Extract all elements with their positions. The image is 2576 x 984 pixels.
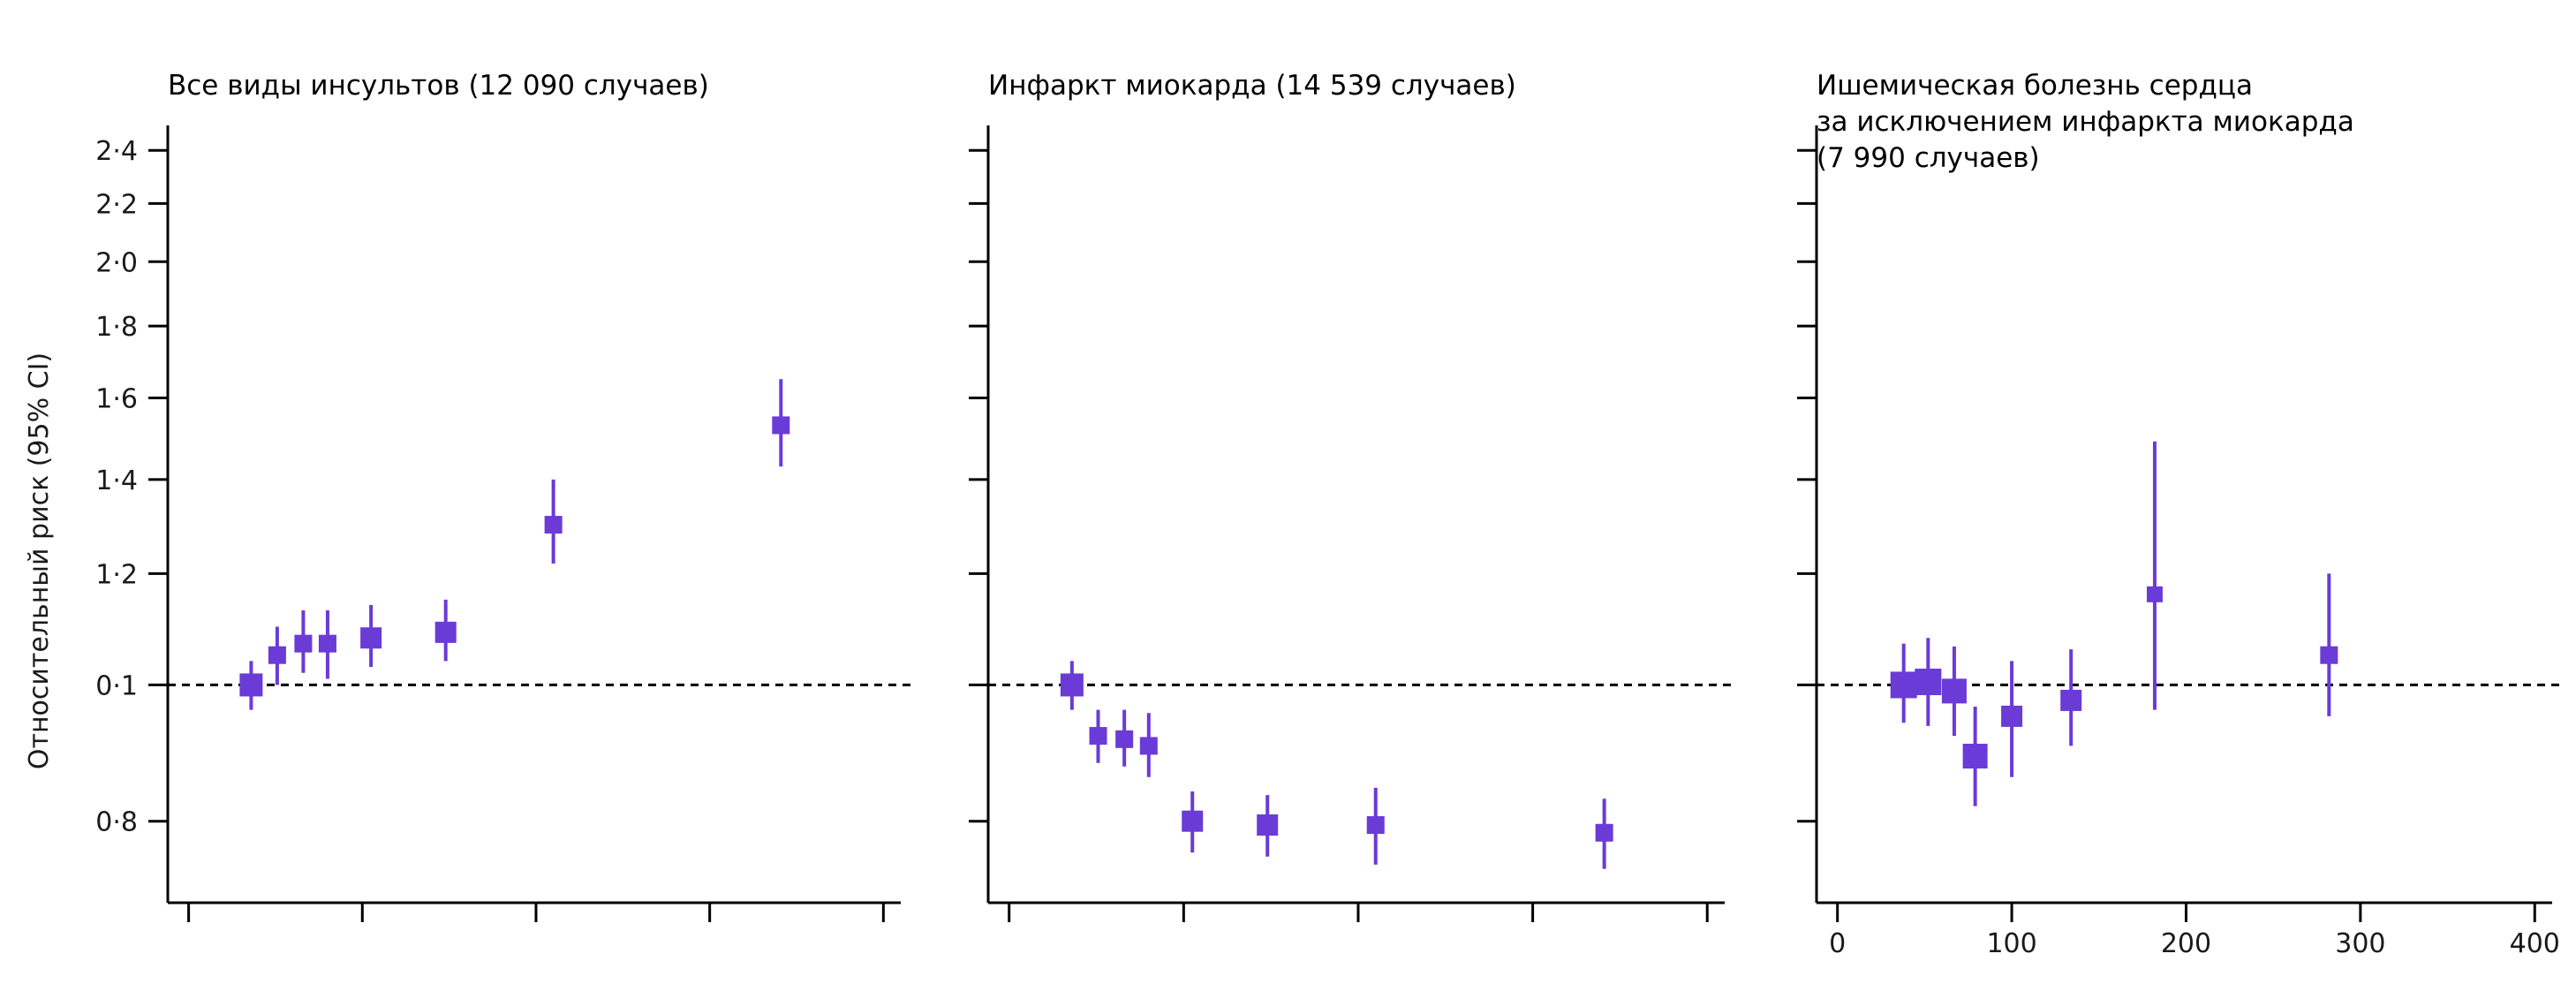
data-point-marker [772,416,790,435]
data-point-marker [1257,814,1279,836]
y-tick-label: 1·6 [95,384,138,415]
panel-title: Все виды инсультов (12 090 случаев) [168,70,709,102]
panel-title: Ишемическая болезнь сердца [1817,70,2253,102]
data-point-marker [1139,737,1158,755]
y-tick-label: 1·4 [95,466,138,496]
data-point-marker [434,621,457,643]
y-axis-label: Относительный риск (95% CI) [24,352,55,769]
data-point-marker [1915,668,1942,695]
x-tick-label: 100 [1986,928,2036,959]
data-point-marker [2146,586,2163,602]
data-point-marker [318,634,336,653]
data-point-marker [1366,816,1385,835]
y-tick-label: 2·2 [95,189,138,220]
data-point-marker [1089,727,1107,746]
data-point-marker [294,634,313,653]
panel-title: Инфаркт миокарда (14 539 случаев) [988,70,1516,102]
x-tick-label: 0 [1829,928,1846,959]
data-point-marker [239,673,263,697]
panel-2: Инфаркт миокарда (14 539 случаев) [969,70,1735,922]
data-point-marker [268,646,286,664]
data-point-marker [2001,705,2023,727]
chart-panels: Все виды инсультов (12 090 случаев) 0·8 0·… [95,70,2563,959]
data-point-marker [2060,689,2082,711]
y-tick-label: 1·2 [95,559,138,590]
x-tick-label: 400 [2510,928,2560,959]
data-point-marker [2320,646,2338,664]
data-point-marker [544,516,563,534]
panel-title: (7 990 случаев) [1817,142,2040,174]
y-tick-label: 1·8 [95,312,138,343]
y-tick-label: 0·8 [95,807,138,838]
data-point-marker [1115,730,1134,748]
y-tick-label: 2·0 [95,247,138,278]
x-tick-label: 300 [2335,928,2385,959]
x-tick-label: 200 [2161,928,2211,959]
data-point-marker [360,627,382,649]
data-point-marker [1060,673,1084,697]
data-point-marker [1962,743,1988,768]
panel-1: Все виды инсультов (12 090 случаев) 0·8 0·… [95,70,911,922]
data-point-marker [1182,810,1204,832]
data-point-marker [1941,678,1967,704]
panel-title: за исключением инфаркта миокарда [1817,106,2354,138]
data-point-marker [1595,823,1613,842]
y-tick-label: 2·4 [95,136,138,167]
panel-3: Ишемическая болезнь сердца за исключением… [1797,70,2563,959]
y-tick-label: 0·1 [95,670,138,701]
data-point-marker [1890,671,1917,699]
